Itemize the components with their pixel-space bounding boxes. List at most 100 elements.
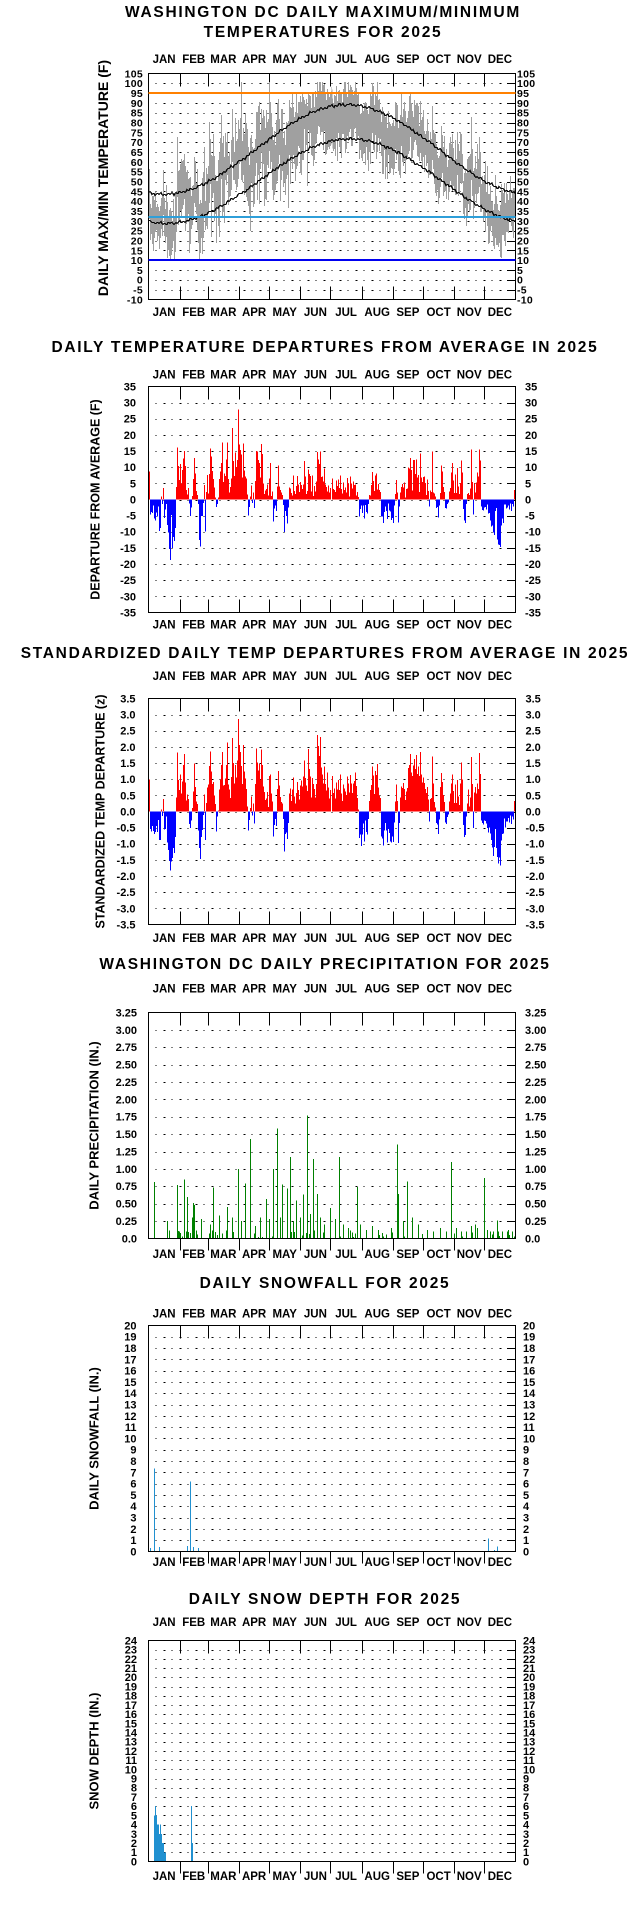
svg-text:DEC: DEC [488, 671, 512, 683]
svg-text:19: 19 [523, 1681, 535, 1693]
svg-text:25: 25 [517, 226, 529, 238]
svg-text:FEB: FEB [182, 933, 205, 945]
svg-text:0.0: 0.0 [525, 1233, 540, 1245]
svg-text:-1.0: -1.0 [117, 839, 136, 851]
svg-text:MAY: MAY [272, 933, 297, 945]
svg-text:2.50: 2.50 [525, 1060, 546, 1072]
svg-text:OCT: OCT [426, 1309, 450, 1321]
svg-text:AUG: AUG [364, 1557, 390, 1569]
svg-text:95: 95 [517, 88, 529, 100]
svg-text:DAILY MAX/MIN TEMPERATURE (F): DAILY MAX/MIN TEMPERATURE (F) [95, 60, 111, 296]
svg-text:1.75: 1.75 [525, 1112, 546, 1124]
svg-text:23: 23 [125, 1645, 137, 1657]
svg-text:MAR: MAR [210, 1249, 237, 1261]
svg-text:0.0: 0.0 [526, 806, 541, 818]
svg-text:3.25: 3.25 [116, 1007, 137, 1019]
svg-text:SEP: SEP [396, 671, 419, 683]
svg-text:NOV: NOV [457, 370, 482, 382]
svg-text:5: 5 [137, 265, 143, 277]
svg-text:DEC: DEC [488, 933, 512, 945]
svg-text:0: 0 [523, 1546, 529, 1558]
svg-text:3.5: 3.5 [120, 693, 135, 705]
svg-text:FEB: FEB [182, 54, 205, 66]
svg-text:DAILY TEMPERATURE DEPARTURES F: DAILY TEMPERATURE DEPARTURES FROM AVERAG… [52, 339, 599, 356]
svg-text:OCT: OCT [426, 933, 450, 945]
svg-text:20: 20 [523, 1672, 535, 1684]
svg-text:3.25: 3.25 [525, 1007, 546, 1019]
svg-text:SEP: SEP [396, 307, 419, 319]
svg-text:MAR: MAR [210, 1871, 237, 1883]
svg-text:35: 35 [124, 381, 136, 393]
svg-text:75: 75 [517, 127, 529, 139]
svg-text:2.5: 2.5 [526, 726, 541, 738]
svg-text:4: 4 [523, 1820, 530, 1832]
svg-text:STANDARDIZED TEMP DEPARTURE (z: STANDARDIZED TEMP DEPARTURE (z) [94, 694, 108, 928]
svg-text:WASHINGTON DC DAILY MAXIMUM/MI: WASHINGTON DC DAILY MAXIMUM/MINIMUM [125, 4, 521, 21]
svg-text:MAY: MAY [272, 1557, 297, 1569]
svg-text:11: 11 [523, 1755, 535, 1767]
svg-text:APR: APR [242, 933, 267, 945]
svg-text:AUG: AUG [364, 1249, 390, 1261]
svg-text:100: 100 [125, 78, 143, 90]
svg-text:0.5: 0.5 [120, 790, 135, 802]
svg-text:JAN: JAN [153, 307, 176, 319]
svg-text:FEB: FEB [182, 1309, 205, 1321]
svg-text:25: 25 [525, 414, 537, 426]
svg-text:-5: -5 [517, 285, 527, 297]
svg-text:SNOW DEPTH (IN.): SNOW DEPTH (IN.) [87, 1693, 102, 1810]
svg-text:55: 55 [131, 167, 143, 179]
svg-text:OCT: OCT [426, 1249, 450, 1261]
svg-text:-2.0: -2.0 [117, 871, 136, 883]
svg-text:45: 45 [517, 186, 529, 198]
svg-text:-35: -35 [525, 607, 541, 619]
svg-text:11: 11 [523, 1422, 535, 1434]
svg-text:2.00: 2.00 [116, 1094, 137, 1106]
svg-text:5: 5 [130, 1490, 136, 1502]
svg-text:0.0: 0.0 [120, 806, 135, 818]
svg-text:15: 15 [525, 446, 537, 458]
svg-text:80: 80 [517, 118, 529, 130]
svg-text:7: 7 [523, 1792, 529, 1804]
svg-text:-25: -25 [525, 575, 541, 587]
svg-text:FEB: FEB [182, 1557, 205, 1569]
svg-text:MAR: MAR [210, 933, 237, 945]
svg-text:AUG: AUG [364, 933, 390, 945]
svg-text:1: 1 [130, 1535, 136, 1547]
svg-text:8: 8 [130, 1456, 136, 1468]
svg-text:-2.5: -2.5 [526, 887, 545, 899]
svg-text:OCT: OCT [426, 1557, 450, 1569]
svg-text:15: 15 [124, 446, 136, 458]
svg-text:-5: -5 [126, 511, 136, 523]
svg-text:4: 4 [523, 1501, 530, 1513]
svg-text:0: 0 [130, 1546, 136, 1558]
svg-text:TEMPERATURES FOR 2025: TEMPERATURES FOR 2025 [204, 24, 443, 41]
svg-text:-20: -20 [120, 559, 136, 571]
svg-text:14: 14 [523, 1727, 536, 1739]
svg-text:JUN: JUN [304, 1557, 327, 1569]
svg-text:APR: APR [242, 1617, 267, 1629]
svg-text:17: 17 [124, 1354, 136, 1366]
svg-text:9: 9 [523, 1774, 529, 1786]
svg-text:JUN: JUN [304, 620, 327, 632]
svg-text:FEB: FEB [182, 1249, 205, 1261]
svg-text:35: 35 [525, 381, 537, 393]
svg-text:JUL: JUL [335, 671, 357, 683]
svg-text:JAN: JAN [153, 54, 176, 66]
svg-text:7: 7 [523, 1467, 529, 1479]
svg-text:2.50: 2.50 [116, 1060, 137, 1072]
svg-text:OCT: OCT [426, 1871, 450, 1883]
svg-text:50: 50 [517, 176, 529, 188]
svg-text:APR: APR [242, 307, 267, 319]
svg-text:0.0: 0.0 [122, 1233, 137, 1245]
svg-text:1.5: 1.5 [120, 758, 135, 770]
svg-text:22: 22 [523, 1654, 535, 1666]
svg-text:7: 7 [131, 1792, 137, 1804]
svg-text:65: 65 [131, 147, 143, 159]
svg-text:23: 23 [523, 1645, 535, 1657]
svg-text:-1.0: -1.0 [526, 839, 545, 851]
svg-text:19: 19 [523, 1332, 535, 1344]
svg-text:SEP: SEP [396, 1871, 419, 1883]
svg-text:3.00: 3.00 [116, 1025, 137, 1037]
svg-text:20: 20 [131, 235, 143, 247]
svg-text:-3.0: -3.0 [117, 903, 136, 915]
